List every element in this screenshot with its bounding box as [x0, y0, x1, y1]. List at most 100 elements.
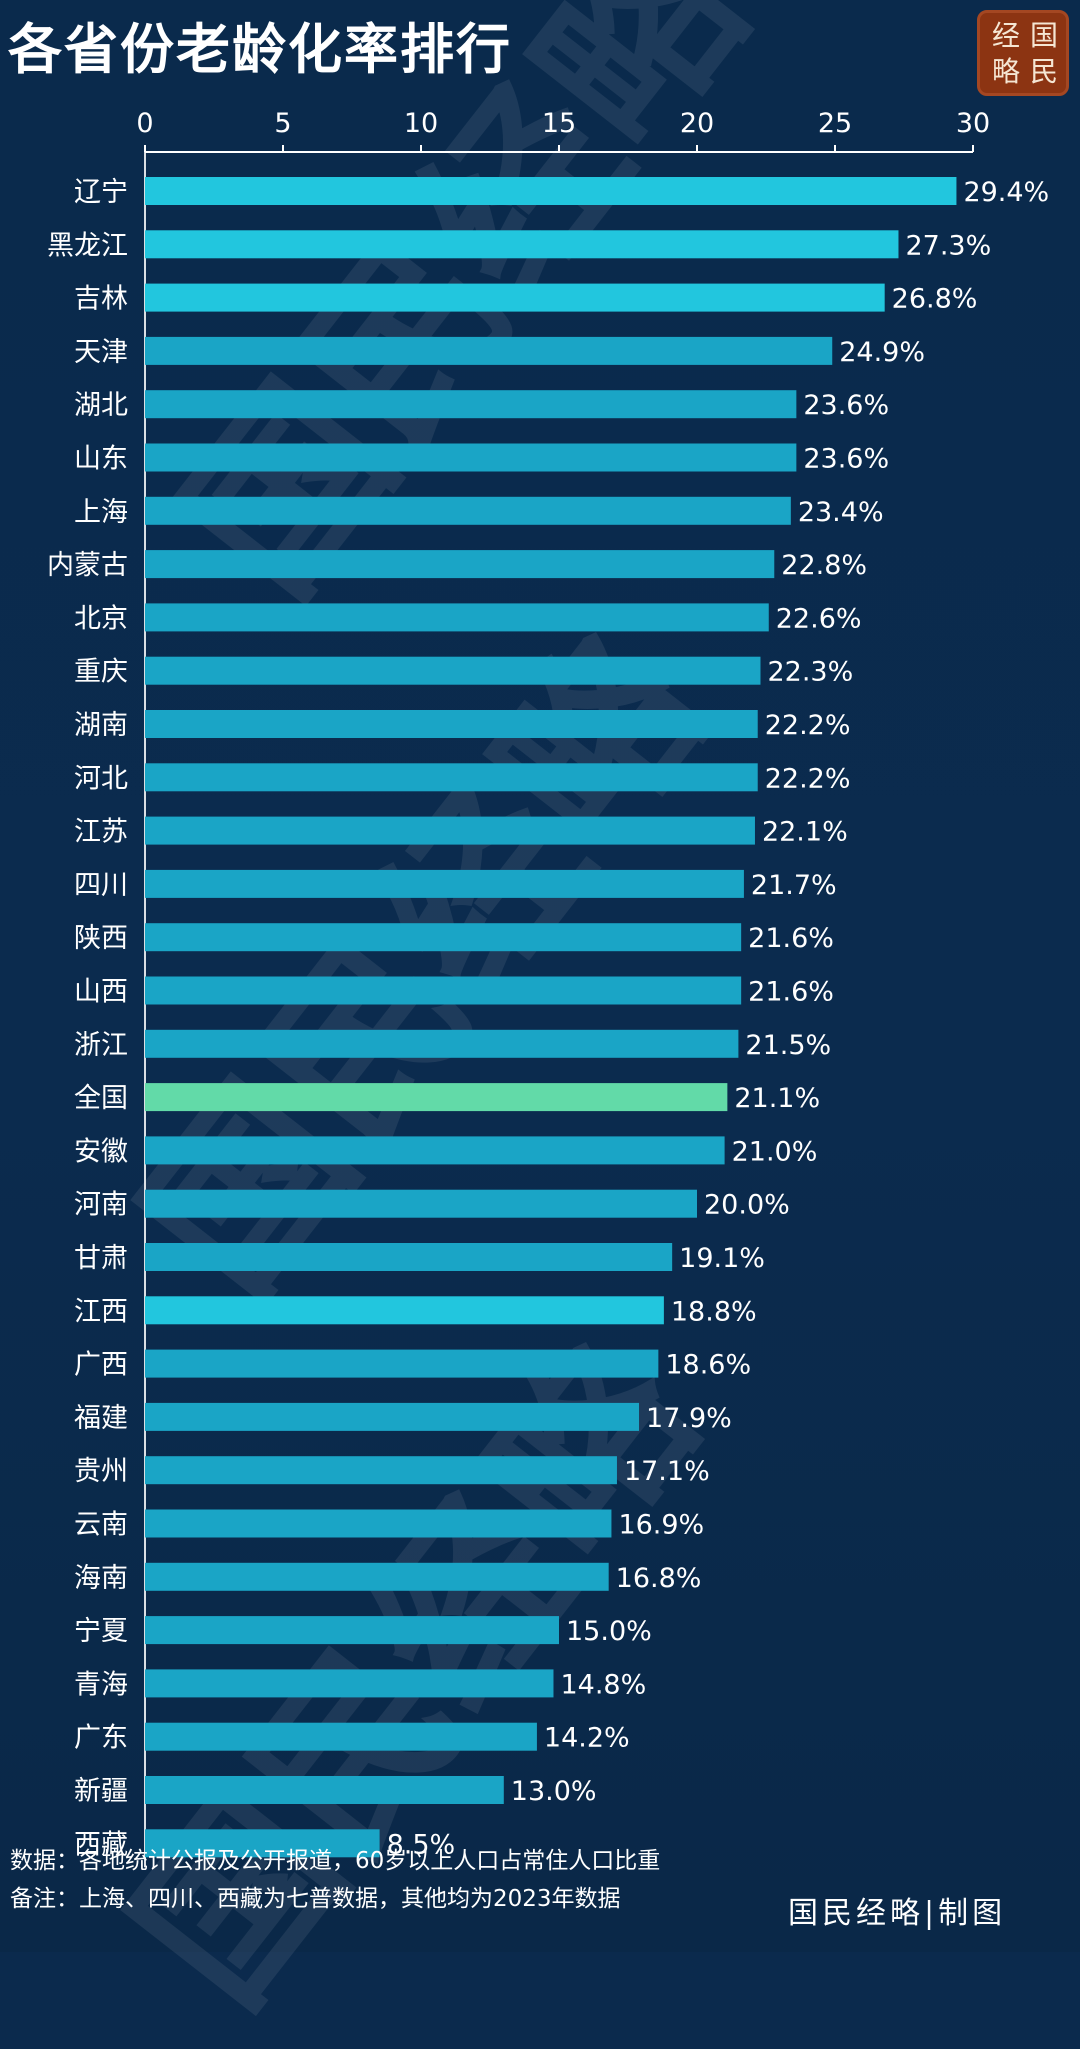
category-label: 云南	[74, 1510, 128, 1541]
category-label: 辽宁	[74, 177, 128, 208]
bar-云南	[145, 1509, 612, 1538]
value-label: 14.8%	[560, 1669, 646, 1700]
bar-浙江	[145, 1029, 739, 1058]
bar-series: 辽宁 29.4% 黑龙江 27.3% 吉林 26.8% 天津 24.9% 湖北 23.6% 山东 23…	[47, 177, 1049, 1860]
value-label: 18.8%	[671, 1296, 757, 1327]
value-label: 23.4%	[798, 497, 884, 528]
value-label: 22.3%	[767, 657, 853, 688]
value-label: 22.2%	[765, 763, 851, 794]
category-label: 湖南	[74, 710, 128, 741]
category-label: 河北	[74, 763, 128, 794]
bar-江西	[145, 1296, 664, 1325]
bar-吉林	[145, 283, 885, 312]
value-label: 29.4%	[963, 177, 1049, 208]
bar-江苏	[145, 816, 755, 845]
category-label: 全国	[74, 1083, 128, 1114]
value-label: 16.8%	[616, 1563, 702, 1594]
category-label: 山东	[74, 444, 128, 475]
bar-湖南	[145, 710, 758, 738]
category-label: 宁夏	[74, 1616, 128, 1647]
bar-西藏	[145, 1829, 380, 1858]
value-label: 21.7%	[751, 870, 837, 901]
bar-山西	[145, 976, 742, 1005]
bar-四川	[145, 869, 744, 898]
bar-河南	[145, 1189, 697, 1218]
category-label: 吉林	[74, 284, 128, 315]
x-tick-label: 30	[956, 108, 990, 139]
category-label: 江西	[74, 1296, 128, 1327]
value-label: 21.1%	[734, 1083, 820, 1114]
bar-新疆	[145, 1776, 504, 1804]
seal-char: 略	[992, 55, 1021, 88]
category-label: 河南	[74, 1190, 128, 1221]
bar-上海	[145, 496, 791, 525]
credit-text: 国民经略|制图	[788, 1896, 1007, 1931]
bar-青海	[145, 1669, 554, 1698]
value-label: 17.1%	[624, 1456, 710, 1487]
value-label: 20.0%	[704, 1190, 790, 1221]
category-label: 重庆	[74, 657, 128, 688]
value-label: 8.5%	[387, 1829, 456, 1860]
category-label: 新疆	[74, 1776, 128, 1807]
category-label: 江苏	[74, 817, 128, 848]
bar-全国	[145, 1083, 728, 1112]
bar-广东	[145, 1722, 537, 1751]
bar-福建	[145, 1402, 640, 1431]
bar-河北	[145, 763, 758, 792]
category-label: 安徽	[74, 1136, 128, 1167]
category-label: 四川	[74, 870, 128, 901]
category-label: 浙江	[74, 1030, 128, 1061]
x-tick-label: 25	[818, 108, 852, 139]
x-tick-label: 5	[274, 108, 291, 139]
value-label: 26.8%	[892, 284, 978, 315]
brand-seal-logo: 经 国 略 民	[977, 10, 1069, 96]
category-label: 天津	[74, 337, 128, 368]
value-label: 22.6%	[776, 603, 862, 634]
bar-辽宁	[145, 177, 957, 205]
value-label: 21.6%	[748, 923, 834, 954]
category-label: 上海	[74, 497, 128, 528]
value-label: 22.1%	[762, 817, 848, 848]
category-label: 内蒙古	[47, 550, 128, 581]
bar-甘肃	[145, 1243, 673, 1271]
bar-北京	[145, 603, 769, 632]
category-label: 海南	[74, 1563, 128, 1594]
value-label: 14.2%	[544, 1723, 630, 1754]
category-label: 北京	[74, 603, 128, 634]
value-label: 16.9%	[618, 1510, 704, 1541]
value-label: 24.9%	[839, 337, 925, 368]
seal-char: 国	[1030, 19, 1059, 52]
x-tick-label: 15	[542, 108, 576, 139]
bar-宁夏	[145, 1616, 559, 1645]
source-note: 数据：各地统计公报及公开报道，60岁以上人口占常住人口比重	[10, 1848, 661, 1874]
seal-char: 民	[1030, 55, 1059, 88]
x-tick-label: 20	[680, 108, 714, 139]
bar-湖北	[145, 390, 797, 419]
bar-天津	[145, 336, 833, 365]
value-label: 19.1%	[679, 1243, 765, 1274]
bar-内蒙古	[145, 550, 775, 579]
value-label: 21.5%	[745, 1030, 831, 1061]
bar-陕西	[145, 923, 742, 952]
bar-海南	[145, 1562, 609, 1591]
bar-黑龙江	[145, 230, 899, 259]
category-label: 广东	[74, 1723, 128, 1754]
value-label: 22.8%	[781, 550, 867, 581]
seal-char: 经	[992, 19, 1021, 52]
bar-安徽	[145, 1136, 725, 1165]
bar-chart: 0 5 10 15 20 25 30 辽宁 29.4% 黑龙江 27.3% 吉林 26.8% 天津 24.…	[47, 108, 1049, 1868]
category-label: 湖北	[74, 390, 128, 421]
bar-贵州	[145, 1456, 617, 1485]
value-label: 18.6%	[665, 1350, 751, 1381]
value-label: 27.3%	[905, 230, 991, 261]
category-label: 陕西	[74, 923, 128, 954]
category-label: 广西	[74, 1350, 128, 1381]
page-title: 各省份老龄化率排行	[8, 18, 512, 81]
value-label: 15.0%	[566, 1616, 652, 1647]
x-tick-label: 0	[136, 108, 153, 139]
value-label: 17.9%	[646, 1403, 732, 1434]
category-label: 福建	[74, 1403, 128, 1434]
x-tick-label: 10	[404, 108, 438, 139]
category-label: 山西	[74, 977, 128, 1008]
